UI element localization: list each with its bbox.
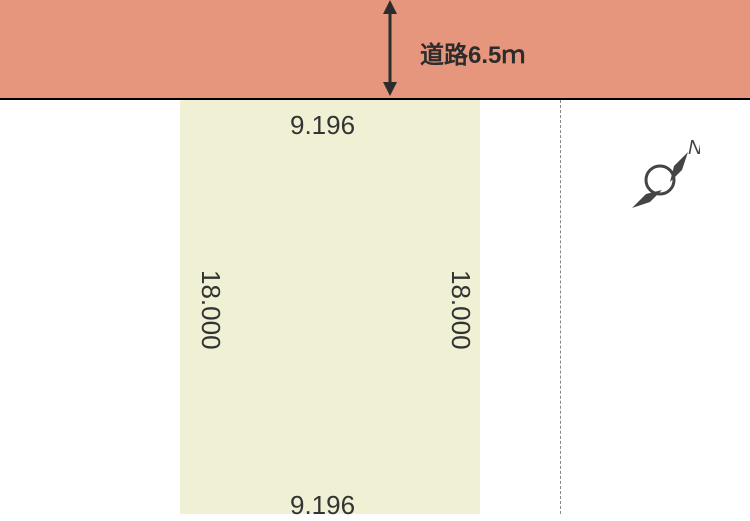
road-label: 道路6.5ｍ [420,35,525,70]
svg-text:N: N [688,140,700,159]
lot-right-boundary [560,100,561,514]
dimension-bottom: 9.196 [290,490,355,521]
dimension-left: 18.000 [195,270,226,350]
compass-icon: N [620,140,700,220]
dimension-top: 9.196 [290,110,355,141]
dimension-right: 18.000 [445,270,476,350]
road-width-arrow [375,0,405,98]
